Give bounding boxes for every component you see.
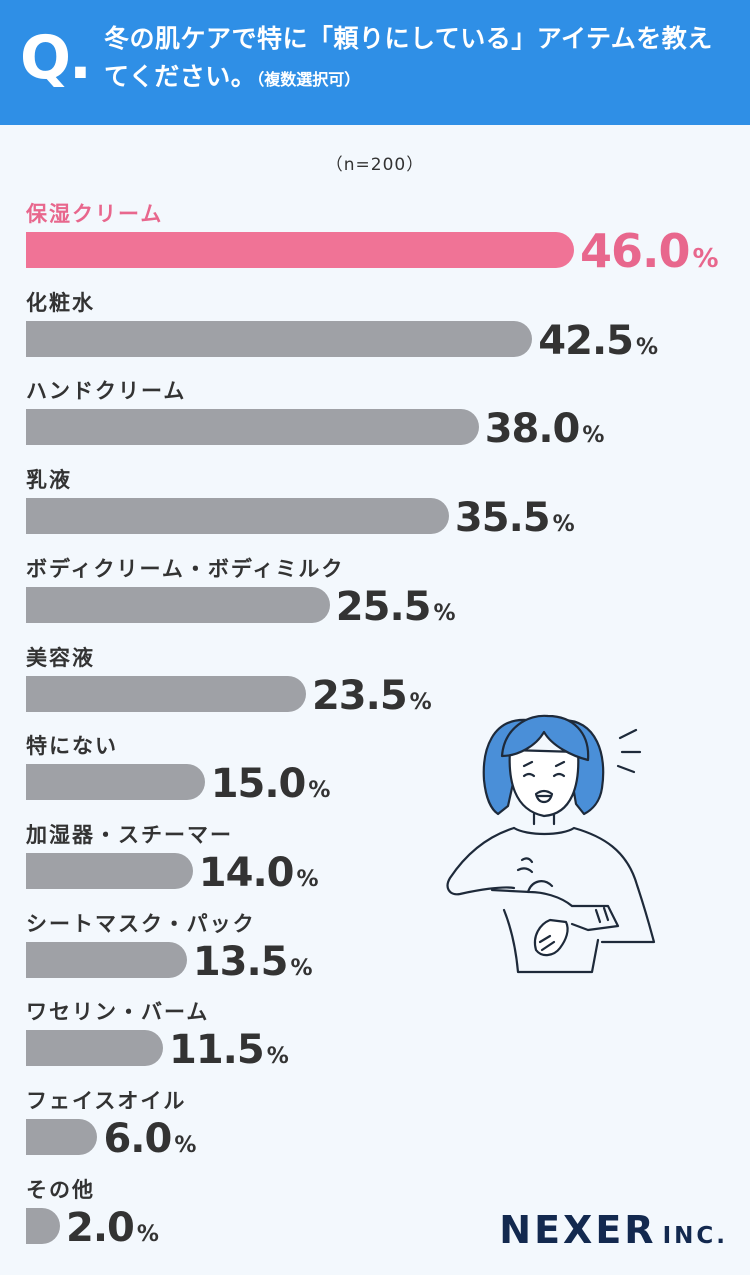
sample-size: （n=200） (325, 155, 425, 175)
category-label: 保湿クリーム (26, 202, 164, 226)
value-number: 35.5 (454, 495, 551, 542)
category-label: 加湿器・スチーマー (26, 822, 233, 847)
person-scratching-illustration (446, 714, 656, 974)
value-number: 25.5 (335, 583, 432, 630)
category-label: シートマスク・パック (26, 911, 256, 936)
category-label: 美容液 (26, 645, 95, 670)
value-number: 11.5 (169, 1027, 265, 1074)
question-note: （複数選択可） (256, 70, 361, 89)
bar (26, 586, 330, 623)
value-label: 23.5% (312, 676, 432, 723)
question-mark: Q. (20, 23, 92, 93)
category-label: ボディクリーム・ボディミルク (26, 556, 345, 581)
value-number: 46.0 (580, 224, 690, 278)
value-unit: % (433, 600, 456, 626)
value-label: 38.0% (485, 409, 605, 456)
category-label: フェイスオイル (26, 1089, 187, 1113)
value-number: 2.0 (66, 1204, 135, 1251)
value-unit: % (409, 689, 432, 715)
value-label: 11.5% (169, 1030, 289, 1077)
value-unit: % (552, 512, 575, 538)
value-label: 2.0% (66, 1208, 159, 1255)
bar (26, 409, 479, 446)
value-unit: % (136, 1221, 159, 1247)
value-unit: % (308, 778, 331, 804)
bar (26, 941, 187, 978)
category-label: ハンドクリーム (26, 379, 187, 404)
bar (26, 1207, 60, 1244)
category-label: 特にない (26, 734, 118, 759)
value-label: 15.0% (211, 764, 331, 811)
value-label: 25.5% (336, 587, 456, 634)
question-title: 冬の肌ケアで特に「頼りにしている」アイテムを教えてください。 (104, 24, 713, 91)
bar (26, 1030, 163, 1067)
value-unit: % (290, 955, 313, 981)
value-unit: % (296, 866, 319, 892)
value-label: 14.0% (199, 853, 319, 900)
value-unit: % (692, 244, 719, 274)
value-label: 6.0% (103, 1119, 196, 1166)
bar (26, 852, 193, 889)
value-number: 42.5 (538, 317, 634, 364)
value-label: 13.5% (193, 942, 313, 989)
value-unit: % (582, 423, 605, 449)
value-number: 38.0 (484, 406, 581, 453)
value-number: 6.0 (103, 1116, 172, 1162)
value-number: 14.0 (198, 849, 295, 896)
logo-main: NEXER (499, 1208, 657, 1252)
value-unit: % (174, 1133, 197, 1158)
value-number: 13.5 (192, 938, 289, 985)
logo-suffix: INC. (662, 1223, 728, 1249)
value-label: 42.5% (538, 321, 658, 368)
bar (26, 764, 205, 801)
value-label: 46.0% (580, 228, 719, 282)
nexer-logo: NEXER INC. (499, 1208, 728, 1252)
value-unit: % (266, 1044, 289, 1070)
question-text: 冬の肌ケアで特に「頼りにしている」アイテムを教えてください。（複数選択可） (104, 20, 734, 99)
value-label: 35.5% (455, 498, 575, 545)
category-label: 化粧水 (26, 290, 95, 315)
value-number: 15.0 (210, 761, 307, 808)
category-label: ワセリン・バーム (26, 1000, 210, 1025)
bar (26, 232, 574, 268)
bar (26, 498, 449, 535)
question-header: Q. 冬の肌ケアで特に「頼りにしている」アイテムを教えてください。（複数選択可） (0, 0, 750, 125)
bar (26, 675, 306, 712)
bar (26, 1119, 98, 1155)
value-number: 23.5 (311, 672, 408, 719)
category-label: 乳液 (26, 468, 72, 493)
value-unit: % (636, 334, 659, 360)
category-label: その他 (26, 1177, 95, 1202)
bar (26, 320, 533, 357)
